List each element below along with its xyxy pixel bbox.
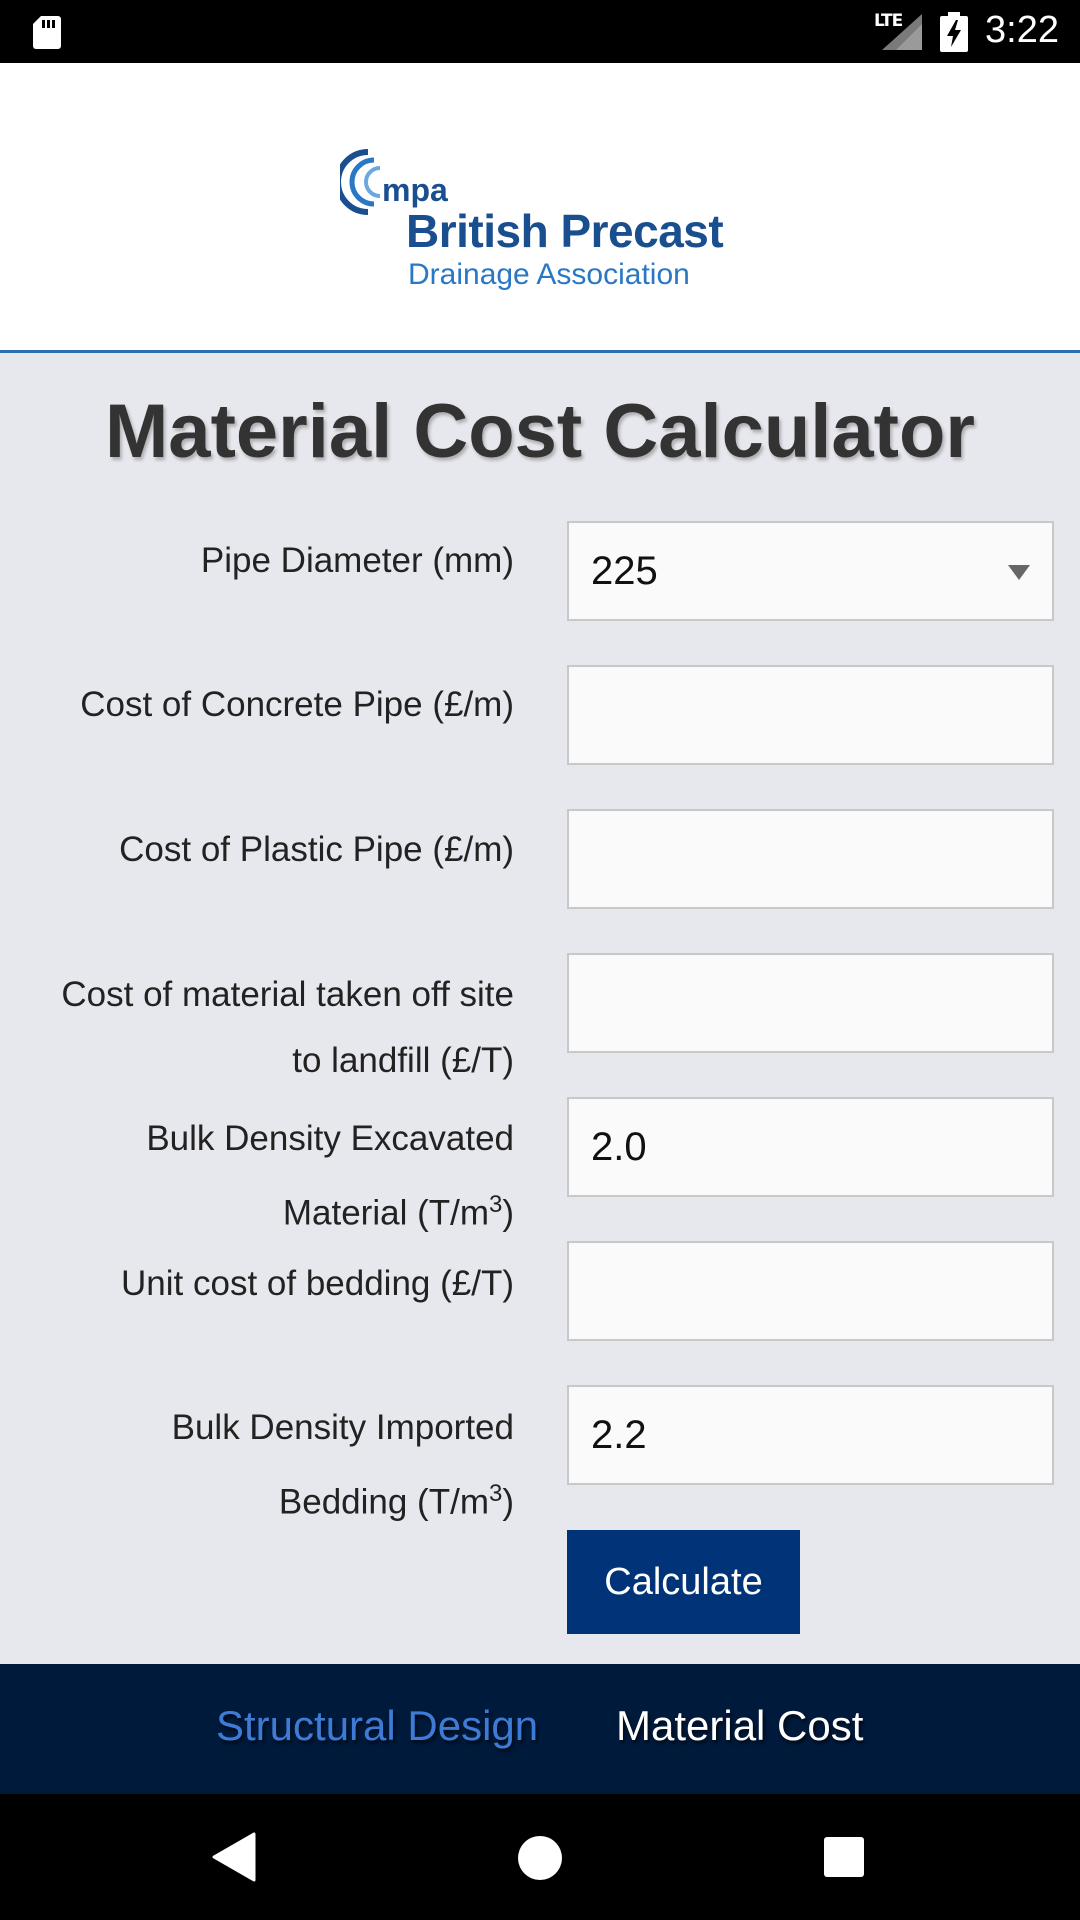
tab-structural-design[interactable]: Structural Design xyxy=(216,1702,539,1749)
excavated-density-label: Bulk Density Excavated Material (T/m3) xyxy=(146,1106,514,1247)
app-header: mpa British Precast Drainage Association xyxy=(0,63,1080,353)
landfill-cost-label-line2: to landfill (£/T) xyxy=(292,1041,514,1080)
landfill-cost-input[interactable] xyxy=(567,953,1054,1053)
logo-subtitle: Drainage Association xyxy=(408,258,690,291)
bottom-tab-bar: Structural Design Material Cost xyxy=(0,1664,1080,1794)
signal-icon xyxy=(882,14,922,50)
battery-charging-icon xyxy=(940,12,968,52)
logo-title: British Precast xyxy=(406,205,724,257)
back-icon[interactable] xyxy=(212,1832,256,1882)
landfill-cost-label-line1: Cost of material taken off site xyxy=(61,975,514,1014)
plastic-pipe-cost-input[interactable] xyxy=(567,809,1054,909)
imported-density-input[interactable]: 2.2 xyxy=(567,1385,1054,1485)
dropdown-arrow-icon xyxy=(1008,565,1030,580)
concrete-pipe-cost-input[interactable] xyxy=(567,665,1054,765)
plastic-pipe-cost-label: Cost of Plastic Pipe (£/m) xyxy=(119,830,514,869)
status-bar: LTE 3:22 xyxy=(0,0,1080,63)
pipe-diameter-label: Pipe Diameter (mm) xyxy=(200,541,514,580)
imported-density-label-line1: Bulk Density Imported xyxy=(171,1408,514,1447)
excavated-density-label-line1: Bulk Density Excavated xyxy=(146,1119,514,1158)
imported-density-label: Bulk Density Imported Bedding (T/m3) xyxy=(172,1395,514,1536)
mpa-arcs-icon xyxy=(340,149,381,215)
pipe-diameter-value: 225 xyxy=(591,549,658,593)
pipe-diameter-select[interactable]: 225 xyxy=(567,521,1054,621)
bpda-logo: mpa British Precast Drainage Association xyxy=(340,148,740,291)
bedding-cost-label: Unit cost of bedding (£/T) xyxy=(121,1264,514,1303)
landfill-cost-label: Cost of material taken off site to landf… xyxy=(61,962,514,1094)
recents-icon[interactable] xyxy=(824,1837,864,1877)
imported-density-label-line2: Bedding (T/m3) xyxy=(278,1480,514,1522)
tab-material-cost[interactable]: Material Cost xyxy=(616,1702,864,1749)
calculate-button[interactable]: Calculate xyxy=(567,1530,800,1634)
concrete-pipe-cost-label: Cost of Concrete Pipe (£/m) xyxy=(80,685,514,724)
network-type-label: LTE xyxy=(874,11,903,31)
excavated-density-label-line2: Material (T/m3) xyxy=(282,1191,514,1233)
excavated-density-input[interactable]: 2.0 xyxy=(567,1097,1054,1197)
page-title: Material Cost Calculator xyxy=(105,389,975,474)
home-icon[interactable] xyxy=(518,1836,562,1880)
system-nav-bar xyxy=(0,1794,1080,1920)
logo-mark-text: mpa xyxy=(382,172,448,208)
clock: 3:22 xyxy=(985,9,1059,51)
bedding-cost-input[interactable] xyxy=(567,1241,1054,1341)
sd-card-icon xyxy=(33,16,61,49)
